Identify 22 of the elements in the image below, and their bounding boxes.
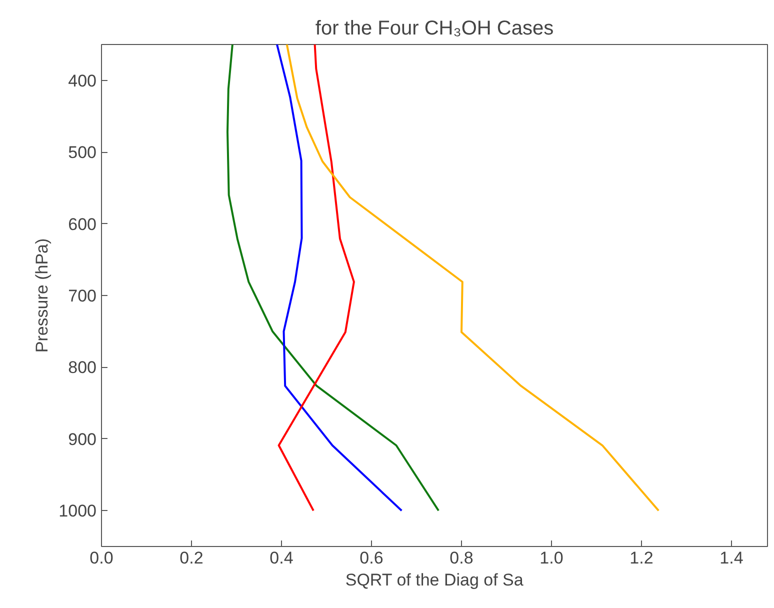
x-tick-label: 1.0 xyxy=(540,548,564,568)
x-tick-label: 0.8 xyxy=(450,548,474,568)
y-tick-label: 400 xyxy=(68,71,97,90)
y-tick-label: 500 xyxy=(68,143,97,162)
x-tick-label: 0.0 xyxy=(90,548,114,568)
line-series xyxy=(226,44,440,512)
y-tick-label: 600 xyxy=(68,214,97,234)
y-tick-label: 800 xyxy=(68,358,97,378)
line-series xyxy=(278,44,355,512)
x-tick-label: 0.4 xyxy=(270,548,294,568)
y-tick-label: 900 xyxy=(68,430,97,449)
y-tick-label: 1000 xyxy=(58,502,97,521)
y-tick-label: 700 xyxy=(68,286,97,306)
x-tick-label: 1.2 xyxy=(630,548,654,568)
x-tick-label: 0.2 xyxy=(180,548,204,568)
x-tick-label: 1.4 xyxy=(720,548,744,568)
x-axis-title: SQRT of the Diag of Sa xyxy=(345,570,524,590)
y-axis-title: Pressure (hPa) xyxy=(32,238,52,353)
line-series xyxy=(276,44,403,512)
line-series xyxy=(286,44,660,512)
x-tick-label: 0.6 xyxy=(360,548,384,568)
chart-title: for the Four CH₃OH Cases xyxy=(315,18,554,40)
